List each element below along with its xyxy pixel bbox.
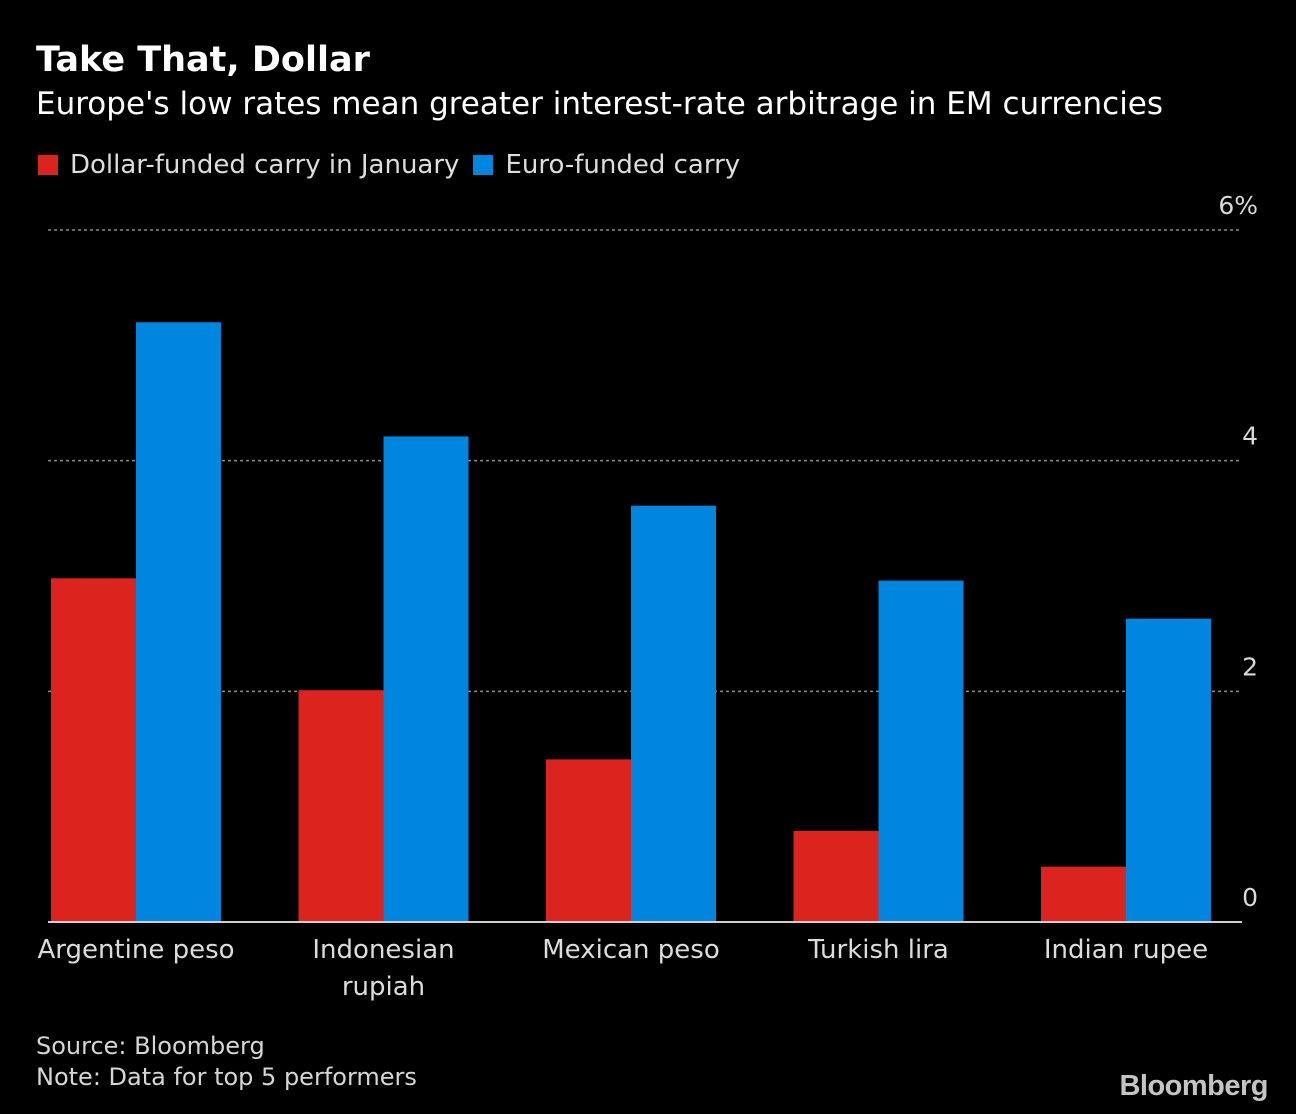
bloomberg-logo: Bloomberg: [1119, 1070, 1268, 1102]
bar-euro-funded: [878, 580, 964, 922]
bar-dollar-funded: [298, 690, 384, 922]
legend-label-euro: Euro-funded carry: [505, 150, 741, 180]
source-text: Source: Bloomberg: [36, 1032, 265, 1060]
x-tick-label: Argentine peso: [37, 935, 234, 965]
legend: Dollar-funded carry in January Euro-fund…: [38, 150, 754, 180]
bar-euro-funded: [383, 436, 469, 922]
bar-dollar-funded: [1041, 866, 1126, 922]
x-tick-label: Indonesian rupiah: [312, 935, 454, 1002]
bar-euro-funded: [136, 322, 221, 922]
x-tick-label: Mexican peso: [542, 935, 720, 965]
x-tick-label: Indian rupee: [1044, 935, 1208, 965]
legend-swatch-dollar: [38, 155, 58, 175]
chart-title: Take That, Dollar: [36, 40, 370, 80]
bar-euro-funded: [1126, 618, 1211, 922]
y-tick-label: 6%: [1218, 191, 1258, 220]
x-tick-label: Turkish lira: [807, 935, 949, 965]
bar-dollar-funded: [546, 759, 631, 922]
legend-swatch-euro: [473, 155, 494, 175]
legend-item-euro: Euro-funded carry: [473, 150, 740, 180]
y-tick-label: 4: [1242, 422, 1258, 451]
y-tick-label: 2: [1242, 652, 1258, 681]
bar-euro-funded: [631, 505, 716, 922]
bar-dollar-funded: [51, 578, 136, 922]
bar-dollar-funded: [793, 830, 879, 922]
legend-item-dollar: Dollar-funded carry in January: [38, 150, 459, 180]
y-tick-label: 0: [1242, 883, 1258, 912]
chart-subtitle: Europe's low rates mean greater interest…: [36, 86, 1164, 122]
note-text: Note: Data for top 5 performers: [36, 1063, 417, 1091]
legend-label-dollar: Dollar-funded carry in January: [70, 150, 460, 180]
